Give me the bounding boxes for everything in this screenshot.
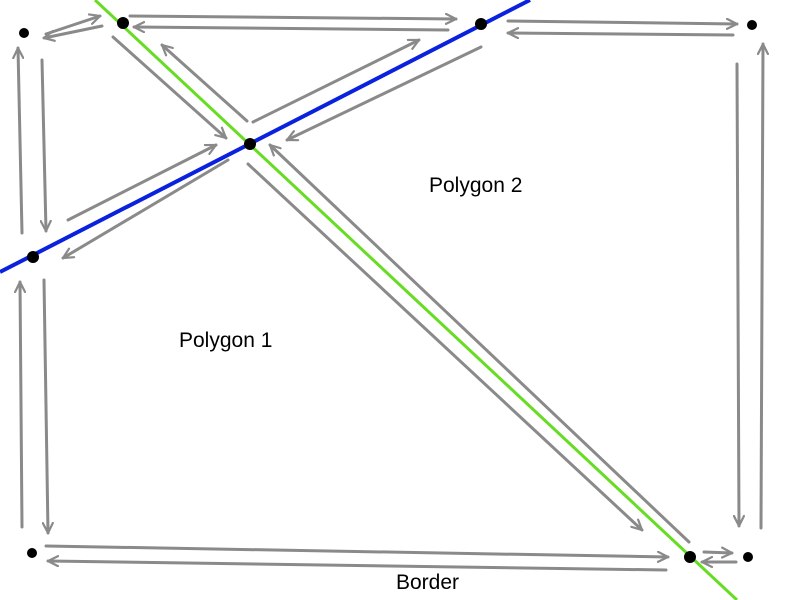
arrow-a-to-b	[128, 16, 458, 19]
arrow-d-to-bottom-right	[702, 552, 734, 553]
arrow-top-right-down	[737, 62, 739, 528]
arrow-b-to-top-right	[506, 21, 739, 24]
vertex-top-left	[19, 28, 29, 38]
vertex-bottom-right	[743, 552, 753, 562]
arrow-a-to-c	[111, 35, 228, 140]
arrow-top-right-to-b	[506, 33, 735, 35]
arrow-b-to-a	[132, 27, 450, 30]
vertex-c	[244, 138, 256, 150]
vertex-top-right	[747, 20, 757, 30]
vertex-b	[475, 18, 487, 30]
arrow-bottom-left-up	[20, 280, 22, 529]
arrow-c-to-d	[246, 162, 644, 532]
vertex-d	[684, 551, 696, 563]
vertex-a	[117, 17, 129, 29]
arrow-e-down	[44, 278, 48, 535]
border-label: Border	[396, 571, 460, 594]
polygon-2-label: Polygon 2	[429, 174, 523, 197]
arrow-bottom-left-to-d	[44, 544, 670, 557]
arrow-bottom-right-up	[761, 42, 763, 530]
blue-line	[0, 0, 531, 274]
arrow-e-up	[18, 46, 22, 235]
arrow-c-to-b	[251, 38, 421, 124]
green-line	[93, 0, 739, 600]
vertex-bottom-left	[27, 548, 37, 558]
arrow-e-to-c	[66, 143, 218, 222]
arrow-b-to-c	[285, 45, 483, 142]
arrow-d-to-bottom-left	[46, 561, 668, 572]
vertex-e	[27, 251, 39, 263]
arrow-d-to-c	[268, 143, 691, 544]
arrow-top-left-down	[42, 58, 46, 233]
arrow-a-to-top-left	[42, 24, 104, 38]
arrow-c-to-a	[160, 43, 249, 123]
polygon-1-label: Polygon 1	[179, 329, 273, 352]
arrow-c-to-e	[61, 158, 230, 260]
